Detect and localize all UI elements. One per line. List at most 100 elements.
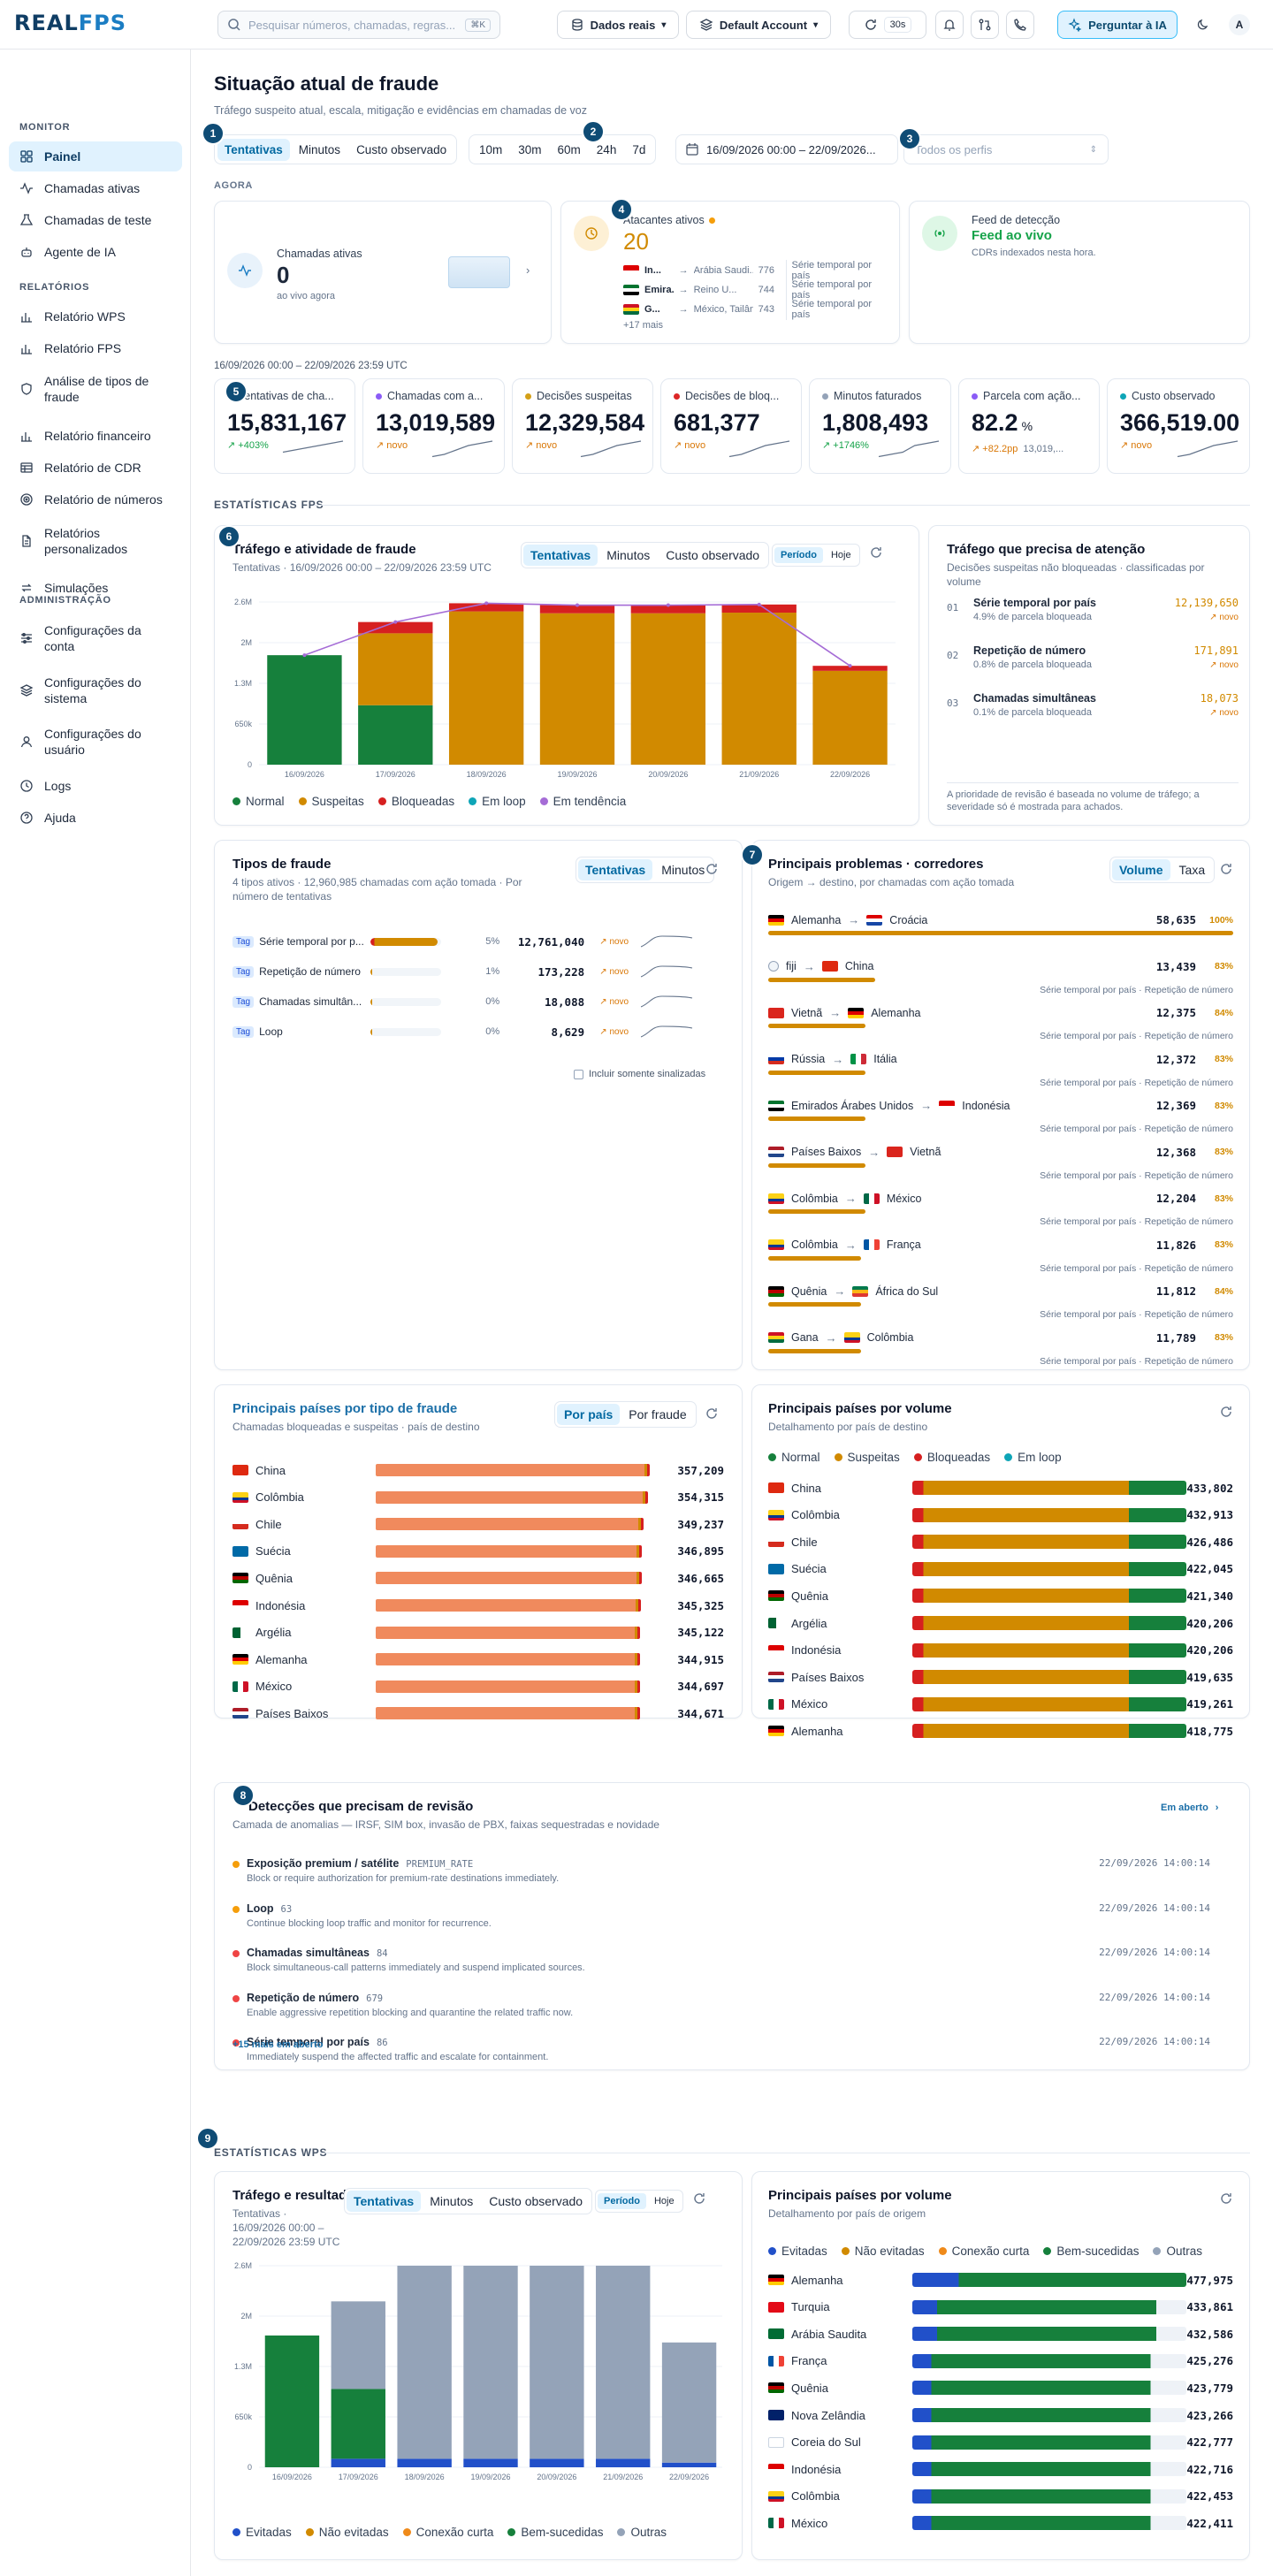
bar-Evitadas[interactable] [596, 2458, 651, 2467]
country-row[interactable]: México 419,261 [768, 1696, 1233, 1713]
country-row[interactable]: Argélia 345,122 [232, 1624, 724, 1642]
fps-traffic-tab-2[interactable]: Custo observado [666, 548, 760, 562]
wps-volume-legend-item[interactable]: Evitadas [768, 2244, 827, 2258]
search-input[interactable]: Pesquisar números, chamadas, regras... ⌘… [217, 11, 500, 39]
attacker-row[interactable]: G... → México, Tailân... 743 Série temporal … [623, 299, 888, 320]
attention-item[interactable]: 01 Série temporal por país 4.9% de parcela… [947, 597, 1239, 636]
profile-select[interactable]: Todos os perfis ⇕ [903, 134, 1109, 164]
bar-Bem-sucedidas[interactable] [331, 2389, 385, 2459]
fps-traffic-legend-item[interactable]: Suspeitas [298, 795, 364, 808]
bar-Evitadas[interactable] [530, 2458, 584, 2467]
wps-period-tab-0[interactable]: Período [598, 2193, 646, 2209]
review-open-link[interactable]: Em aberto › [1161, 1802, 1218, 1813]
by-volume-legend-item[interactable]: Normal [768, 1451, 820, 1464]
review-item[interactable]: Repetição de número 679 Enable aggressive … [232, 1992, 1231, 2027]
logo[interactable]: REALFPS [14, 11, 127, 35]
fps-traffic-legend-item[interactable]: Em tendência [539, 795, 626, 808]
sidebar-item-1-1[interactable]: Relatório FPS [9, 333, 182, 363]
corridors-tab-1[interactable]: Taxa [1178, 863, 1206, 877]
fraud-type-row[interactable]: Tag Série temporal por p... 5% 12,761,040 ↗ … [232, 933, 710, 950]
bar-Outras[interactable] [596, 2266, 651, 2459]
country-row[interactable]: China 357,209 [232, 1461, 724, 1479]
metric-card[interactable]: Custo observado 366,519.00 ↗ novo [1107, 378, 1250, 474]
refresh-icon[interactable] [1219, 1405, 1233, 1419]
country-row[interactable]: Indonésia 420,206 [768, 1642, 1233, 1659]
attackers-more[interactable]: +17 mais [623, 320, 663, 331]
bar-Suspeitas[interactable] [358, 633, 433, 705]
sidebar-item-1-5[interactable]: Relatório de números [9, 484, 182, 514]
country-row[interactable]: Países Baixos 419,635 [768, 1668, 1233, 1686]
fps-traffic-tab-1[interactable]: Minutos [606, 548, 651, 562]
bar-Outras[interactable] [331, 2301, 385, 2389]
account-select[interactable]: Default Account ▾ [686, 11, 831, 39]
wps-traffic-legend-item[interactable]: Outras [617, 2526, 667, 2539]
notifications-button[interactable] [935, 11, 964, 39]
wps-traffic-tab-2[interactable]: Custo observado [489, 2194, 583, 2208]
sidebar-item-1-4[interactable]: Relatório de CDR [9, 453, 182, 483]
corridor-row[interactable]: Emirados Árabes Unidos → Indonésia 12,369 83… [768, 1099, 1233, 1141]
by-volume-legend-item[interactable]: Bloqueadas [913, 1451, 990, 1464]
country-row[interactable]: França 425,276 [768, 2352, 1233, 2370]
metric-tab-0[interactable]: Tentativas [217, 138, 290, 161]
country-row[interactable]: Indonésia 422,716 [768, 2460, 1233, 2478]
country-row[interactable]: Arábia Saudita 432,586 [768, 2325, 1233, 2343]
fps-traffic-legend-item[interactable]: Bloqueadas [377, 795, 454, 808]
ask-ai-button[interactable]: Perguntar à IA [1057, 11, 1178, 39]
sidebar-item-0-2[interactable]: Chamadas de teste [9, 205, 182, 235]
country-row[interactable]: Alemanha 477,975 [768, 2271, 1233, 2289]
fraud-types-tab-0[interactable]: Tentativas [578, 859, 653, 880]
bar-Normal[interactable] [267, 655, 342, 765]
refresh-interval[interactable]: 30s [883, 17, 912, 33]
bar-Evitadas[interactable] [463, 2458, 518, 2467]
wps-traffic-legend-item[interactable]: Não evitadas [305, 2526, 389, 2539]
country-row[interactable]: Suécia 346,895 [232, 1543, 724, 1560]
country-row[interactable]: Colômbia 422,453 [768, 2488, 1233, 2505]
trend-point[interactable] [302, 653, 307, 658]
bar-Bloqueadas[interactable] [721, 604, 797, 614]
bar-Suspeitas[interactable] [630, 613, 706, 765]
checkbox-box[interactable] [574, 1069, 583, 1079]
bar-Outras[interactable] [397, 2266, 452, 2459]
wps-traffic-legend-item[interactable]: Evitadas [232, 2526, 292, 2539]
country-row[interactable]: Chile 426,486 [768, 1533, 1233, 1551]
metric-card[interactable]: Chamadas com a... 13,019,589 ↗ novo [362, 378, 505, 474]
sidebar-item-2-3[interactable]: Logs [9, 771, 182, 801]
refresh-icon[interactable] [705, 1406, 719, 1421]
wps-volume-legend-item[interactable]: Bem-sucedidas [1043, 2244, 1139, 2258]
metric-card[interactable]: Minutos faturados 1,808,493 ↗ +1746% [809, 378, 951, 474]
fps-period-tab-0[interactable]: Período [774, 547, 823, 563]
detection-feed-card[interactable]: Feed de detecção Feed ao vivo CDRs index… [909, 201, 1250, 344]
bar-Suspeitas[interactable] [539, 613, 615, 765]
country-row[interactable]: Colômbia 354,315 [232, 1489, 724, 1506]
sidebar-item-1-6[interactable]: Relatórios personalizados [9, 517, 182, 565]
country-row[interactable]: México 422,411 [768, 2514, 1233, 2532]
fps-period-tab-1[interactable]: Hoje [830, 550, 851, 560]
sidebar-item-2-0[interactable]: Configurações da conta [9, 614, 182, 662]
bar-Evitadas[interactable] [397, 2458, 452, 2467]
refresh-icon[interactable] [1219, 862, 1233, 876]
bar-Evitadas[interactable] [661, 2462, 717, 2467]
date-range-picker[interactable]: 16/09/2026 00:00 – 22/09/2026... [675, 134, 898, 164]
bar-Bloqueadas[interactable] [448, 603, 524, 612]
range-tab-2[interactable]: 60m [557, 142, 581, 156]
country-row[interactable]: Turquia 433,861 [768, 2298, 1233, 2316]
bar-Evitadas[interactable] [331, 2458, 385, 2467]
sidebar-item-1-2[interactable]: Análise de tipos de fraude [9, 365, 182, 413]
wps-volume-legend-item[interactable]: Não evitadas [841, 2244, 925, 2258]
refresh-icon[interactable] [1219, 2191, 1233, 2206]
pull-requests-button[interactable] [971, 11, 999, 39]
country-row[interactable]: Alemanha 344,915 [232, 1650, 724, 1668]
review-more-link[interactable]: +15 mais em aberto [232, 2039, 324, 2050]
trend-point[interactable] [757, 602, 761, 606]
bar-Bem-sucedidas[interactable] [264, 2335, 320, 2467]
bar-Suspeitas[interactable] [812, 670, 888, 765]
corridor-row[interactable]: Rússia → Itália 12,372 83% Série temporal por… [768, 1053, 1233, 1095]
corridor-row[interactable]: fiji → China 13,439 83% Série temporal por pa… [768, 960, 1233, 1002]
corridors-tab-0[interactable]: Volume [1112, 859, 1170, 880]
fps-traffic-legend-item[interactable]: Normal [232, 795, 285, 808]
country-row[interactable]: China 433,802 [768, 1479, 1233, 1497]
flagged-only-checkbox[interactable]: Incluir somente sinalizadas [574, 1069, 705, 1079]
trend-point[interactable] [393, 620, 398, 624]
bar-Outras[interactable] [530, 2266, 584, 2459]
country-row[interactable]: Suécia 422,045 [768, 1560, 1233, 1578]
